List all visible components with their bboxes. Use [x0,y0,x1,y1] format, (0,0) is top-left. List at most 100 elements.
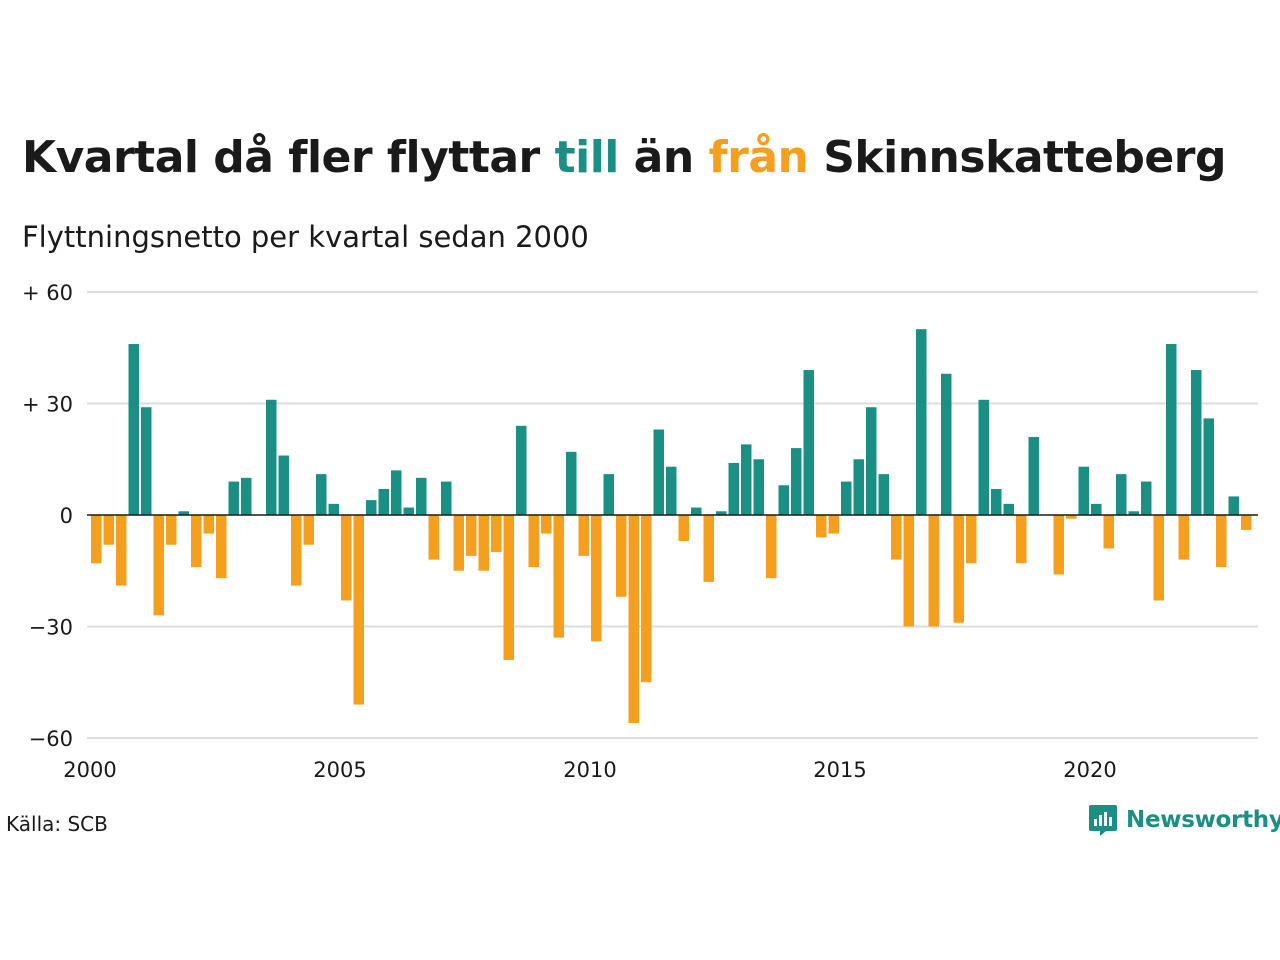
bar-12 [241,477,252,515]
bar-88 [1191,370,1202,515]
bar-68 [941,373,952,515]
bar-16 [291,515,302,586]
bar-15 [278,455,289,515]
bar-52 [741,444,752,515]
bar-27 [428,515,439,560]
bar-73 [1003,503,1014,515]
bar-25 [403,507,414,515]
y-tick-label-3: −30 [29,616,73,640]
bar-3 [128,344,139,515]
bar-45 [653,429,664,515]
bar-17 [303,515,314,545]
bar-26 [416,477,427,515]
title-word-from: från [708,132,809,183]
bar-82 [1116,474,1127,515]
bar-83 [1128,511,1139,515]
bar-14 [266,399,277,515]
y-tick-label-4: −60 [29,727,73,751]
bar-30 [466,515,477,556]
bar-22 [366,500,377,515]
bar-33 [503,515,514,660]
brand-logo: Newsworthy [1088,803,1280,837]
bar-60 [841,481,852,515]
bar-74 [1016,515,1027,564]
bar-61 [853,459,864,515]
bar-24 [391,470,402,515]
bar-38 [566,451,577,515]
x-tick-label-1: 2005 [313,758,366,782]
source-note: Källa: SCB [6,812,108,836]
bar-37 [553,515,564,638]
bar-20 [341,515,352,601]
bar-5 [153,515,164,616]
bar-55 [778,485,789,515]
bar-89 [1203,418,1214,515]
bar-51 [728,462,739,515]
bar-41 [603,474,614,515]
bar-40 [591,515,602,642]
bar-6 [166,515,177,545]
y-tick-label-1: + 30 [22,393,73,417]
title-word-to: till [554,132,620,183]
x-tick-label-0: 2000 [63,758,116,782]
bar-63 [878,474,889,515]
bar-92 [1241,515,1252,530]
bar-39 [578,515,589,556]
bar-90 [1216,515,1227,568]
bar-81 [1103,515,1114,549]
x-tick-label-2: 2010 [563,758,616,782]
bar-21 [353,515,364,705]
bar-49 [703,515,714,582]
bar-77 [1053,515,1064,575]
bar-85 [1153,515,1164,601]
bar-48 [691,507,702,515]
bar-78 [1066,515,1077,519]
bar-42 [616,515,627,597]
bar-57 [803,370,814,515]
bar-59 [828,515,839,534]
bar-4 [141,407,152,515]
bar-91 [1228,496,1239,515]
bar-54 [766,515,777,579]
bar-10 [216,515,227,579]
bar-71 [978,399,989,515]
bar-29 [453,515,464,571]
bar-31 [478,515,489,571]
bar-9 [203,515,214,534]
bar-50 [716,511,727,515]
bar-44 [641,515,652,683]
title-suffix: Skinnskatteberg [808,132,1226,183]
bar-0 [91,515,102,564]
bar-69 [953,515,964,623]
bar-43 [628,515,639,724]
bar-84 [1141,481,1152,515]
bar-87 [1178,515,1189,560]
bar-79 [1078,466,1089,515]
bar-58 [816,515,827,538]
bar-70 [966,515,977,564]
bar-86 [1166,344,1177,515]
bar-67 [928,515,939,627]
chart-subtitle: Flyttningsnetto per kvartal sedan 2000 [22,220,589,254]
bar-56 [791,448,802,515]
bar-66 [916,329,927,515]
bar-2 [116,515,127,586]
x-tick-label-3: 2015 [813,758,866,782]
title-prefix: Kvartal då fler flyttar [22,132,555,183]
bar-65 [903,515,914,627]
bar-47 [678,515,689,542]
x-tick-label-4: 2020 [1063,758,1116,782]
y-tick-label-2: 0 [60,504,73,528]
title-middle: än [618,132,709,183]
bar-34 [516,425,527,515]
bar-36 [541,515,552,534]
chart-title: Kvartal då fler flyttar till än från Ski… [22,132,1226,183]
bar-1 [103,515,114,545]
bar-46 [666,466,677,515]
bar-8 [191,515,202,568]
bar-chart: + 60 + 30 0 −30 −60 2000 2005 2010 2015 2020 [22,281,1258,782]
bar-72 [991,488,1002,515]
bar-23 [378,488,389,515]
y-tick-label-0: + 60 [22,281,73,305]
bar-7 [178,511,189,515]
